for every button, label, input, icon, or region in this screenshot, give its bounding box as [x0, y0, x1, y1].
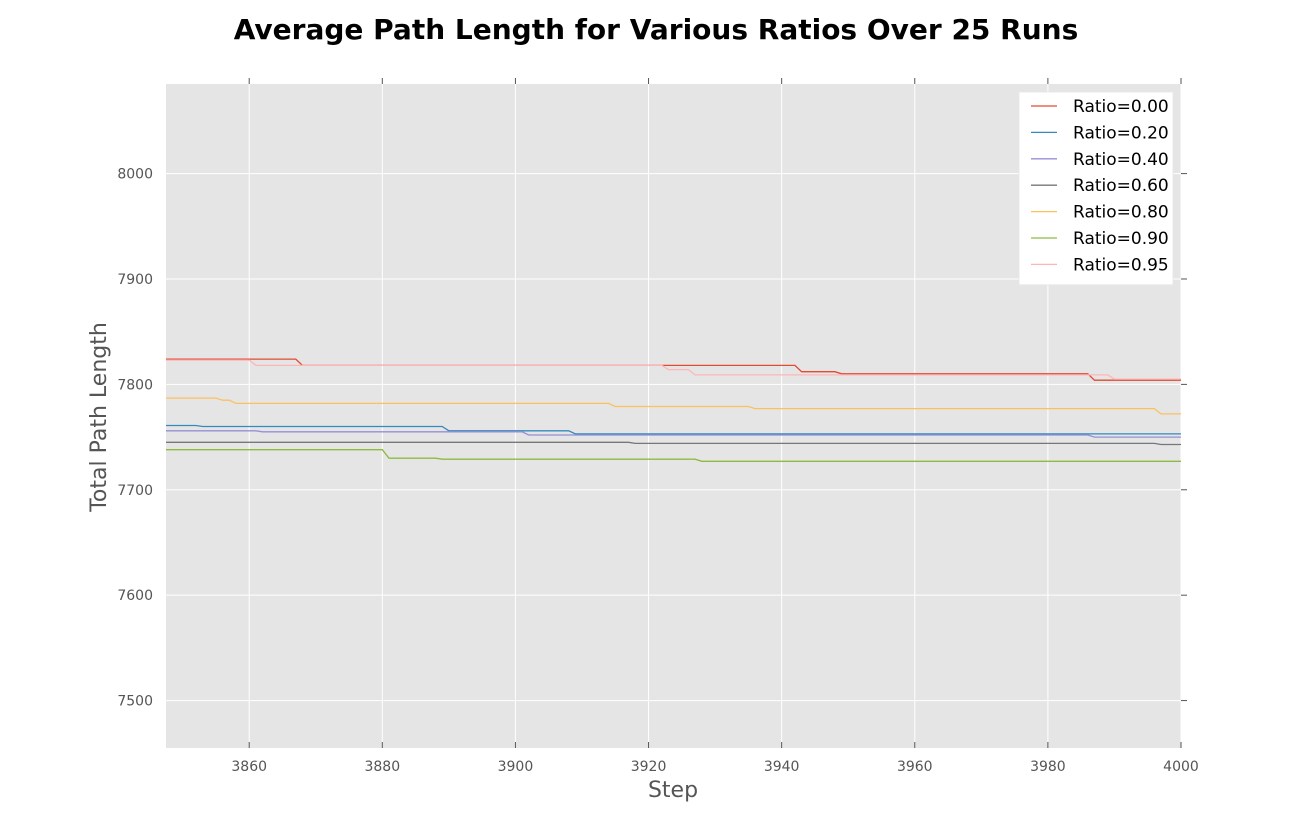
- legend-label: Ratio=0.95: [1073, 255, 1169, 275]
- legend-label: Ratio=0.00: [1073, 97, 1169, 117]
- series-line-6: [166, 359, 1181, 380]
- x-tick-label: 3860: [231, 759, 267, 775]
- x-tick-label: 3920: [631, 759, 667, 775]
- x-tick-label: 3900: [498, 759, 534, 775]
- x-tick-label: 3980: [1030, 759, 1066, 775]
- series-line-5: [166, 449, 1181, 462]
- y-tick-label: 7600: [117, 588, 153, 604]
- series-line-2: [166, 430, 1181, 438]
- series-lines: [166, 358, 1181, 462]
- legend-label: Ratio=0.20: [1073, 123, 1169, 143]
- y-tick-label: 7800: [117, 377, 153, 393]
- y-tick-label: 8000: [117, 167, 153, 183]
- y-tick-label: 7700: [117, 483, 153, 499]
- plot-area: [166, 84, 1181, 748]
- y-tick-label: 7900: [117, 272, 153, 288]
- series-line-3: [166, 441, 1181, 446]
- y-axis-label: Total Path Length: [87, 322, 112, 513]
- series-line-0: [166, 358, 1181, 381]
- x-tick-label: 4000: [1163, 759, 1199, 775]
- x-tick-label: 3960: [897, 759, 933, 775]
- legend-label: Ratio=0.40: [1073, 150, 1169, 170]
- x-axis-label: Step: [648, 778, 698, 803]
- y-tick-label: 7500: [117, 694, 153, 710]
- legend-box: [1018, 91, 1174, 286]
- legend-label: Ratio=0.60: [1073, 176, 1169, 196]
- legend-label: Ratio=0.90: [1073, 229, 1169, 249]
- chart-title: Average Path Length for Various Ratios O…: [234, 13, 1079, 46]
- x-tick-label: 3880: [364, 759, 400, 775]
- gridlines: [166, 84, 1182, 748]
- legend-label: Ratio=0.80: [1073, 203, 1169, 223]
- legend: Ratio=0.00 Ratio=0.20 Ratio=0.40 Ratio=0.60…: [1018, 91, 1174, 286]
- ticks: 3860 3880 3900 3920 3940 3960 3980 4000 7500 7600…: [117, 78, 1199, 775]
- x-tick-label: 3940: [764, 759, 800, 775]
- series-line-4: [166, 397, 1181, 415]
- series-line-1: [166, 424, 1181, 435]
